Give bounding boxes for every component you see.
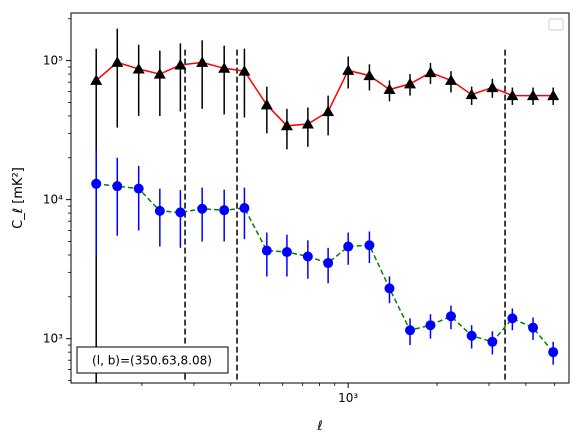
data-point xyxy=(239,203,250,214)
data-point xyxy=(548,347,559,358)
data-point xyxy=(112,181,123,192)
data-point xyxy=(383,83,396,94)
y-tick-label: 10⁵ xyxy=(43,54,63,68)
annotation-box xyxy=(76,346,229,374)
data-point xyxy=(322,105,335,117)
data-point xyxy=(527,89,539,101)
data-point xyxy=(280,119,293,131)
data-point xyxy=(174,59,187,70)
legend xyxy=(548,18,564,31)
x-tick-label: 10³ xyxy=(338,391,358,405)
data-point xyxy=(302,251,313,262)
series-line xyxy=(96,183,554,353)
data-point xyxy=(260,98,273,110)
data-point xyxy=(301,118,314,129)
data-point xyxy=(218,62,231,73)
data-point xyxy=(197,203,208,214)
data-point xyxy=(486,81,499,93)
data-point xyxy=(364,240,375,251)
data-point xyxy=(425,320,436,331)
y-axis-label: C_ℓ [mK²] xyxy=(11,167,26,229)
data-point xyxy=(507,313,518,324)
data-point xyxy=(111,56,124,67)
legend-box xyxy=(548,18,564,31)
y-tick-label: 10³ xyxy=(43,332,63,346)
data-point xyxy=(238,65,251,76)
data-point xyxy=(153,68,166,79)
vlines-layer xyxy=(184,49,506,383)
data-point xyxy=(405,325,416,336)
data-point xyxy=(528,322,539,333)
data-point xyxy=(445,311,456,322)
data-point xyxy=(133,183,144,194)
data-point xyxy=(90,74,103,85)
annotation: (l, b)=(350.63,8.08) xyxy=(76,346,229,374)
data-point xyxy=(196,56,209,67)
plot-frame xyxy=(70,12,570,384)
data-point xyxy=(91,178,102,189)
data-point xyxy=(465,88,478,100)
annotation-text: (l, b)=(350.63,8.08) xyxy=(92,354,212,368)
data-point xyxy=(445,74,457,85)
data-point xyxy=(506,89,519,101)
data-point xyxy=(384,283,395,294)
data-point xyxy=(487,336,498,347)
data-point xyxy=(466,330,477,341)
data-point xyxy=(342,64,355,75)
data-point xyxy=(132,63,145,74)
data-point xyxy=(343,241,354,252)
data-point xyxy=(404,77,416,89)
data-point xyxy=(219,205,230,216)
data-point xyxy=(154,205,165,216)
data-point xyxy=(281,247,292,258)
series-1 xyxy=(91,149,559,365)
data-point xyxy=(175,207,186,218)
plot-area xyxy=(71,13,569,383)
data-point xyxy=(261,245,272,256)
data-point xyxy=(424,66,437,78)
data-point xyxy=(547,89,560,101)
data-point xyxy=(363,69,376,81)
data-point xyxy=(323,258,334,269)
y-tick-label: 10⁴ xyxy=(43,193,63,207)
x-axis-label: ℓ xyxy=(316,419,322,434)
